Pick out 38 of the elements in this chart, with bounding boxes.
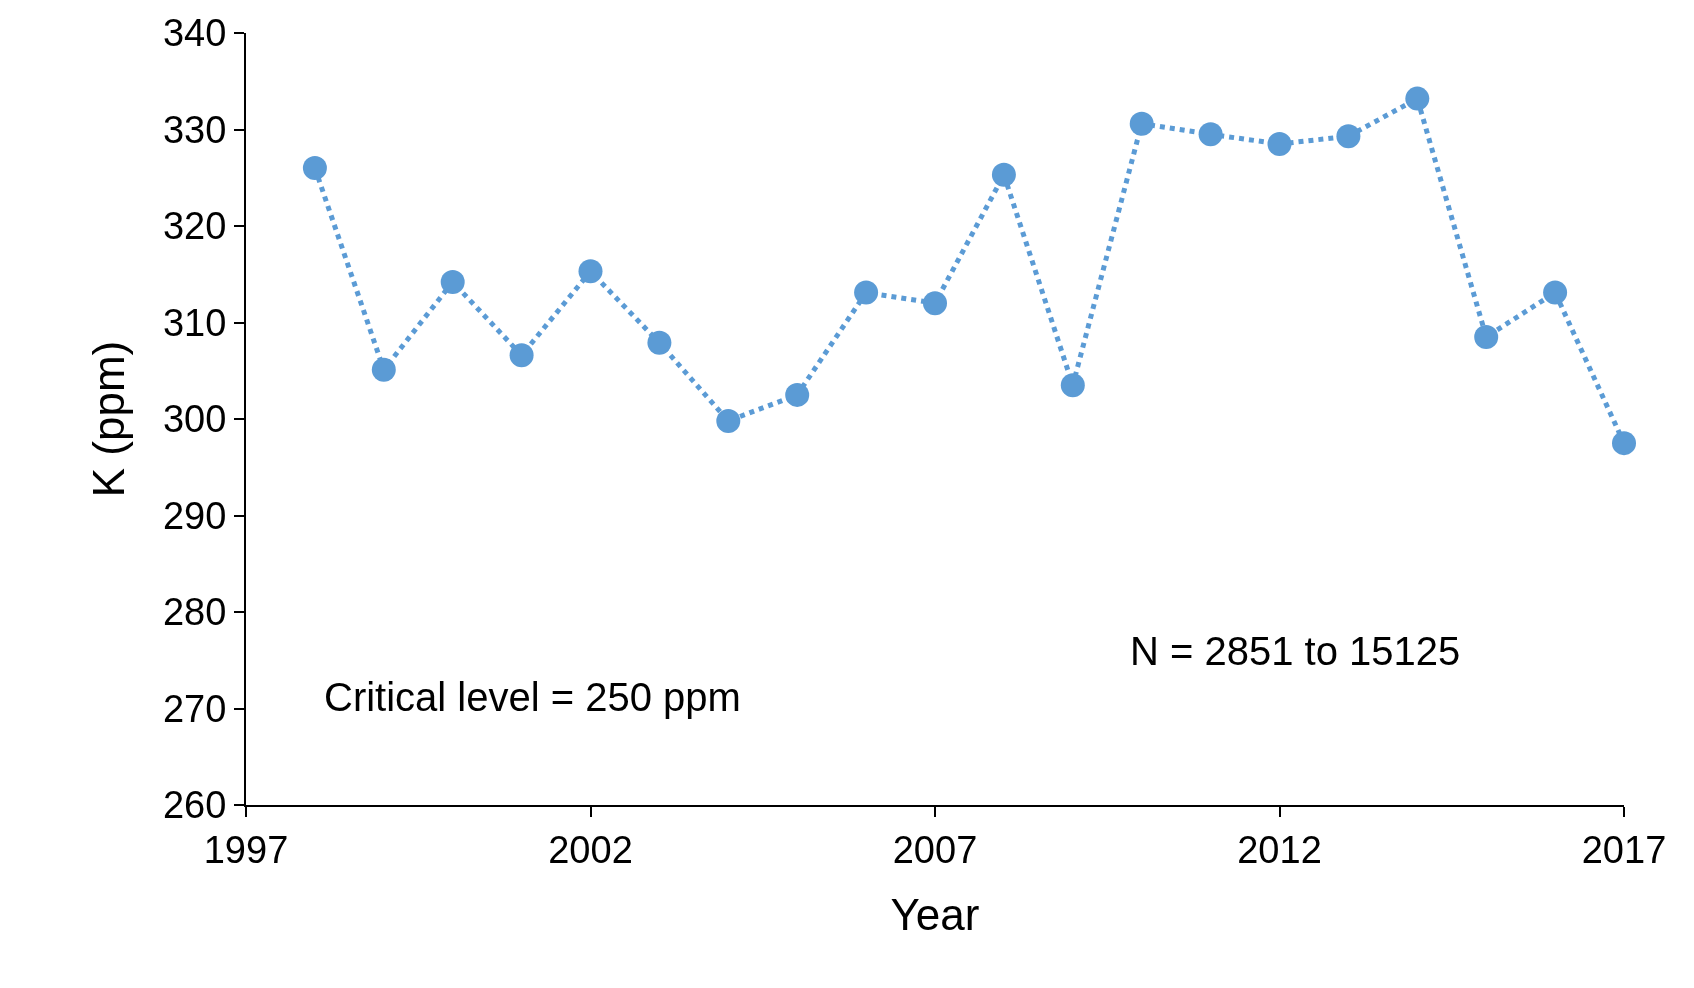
point (923, 291, 947, 316)
point (1405, 86, 1430, 111)
point (440, 269, 465, 294)
annotation: Critical level = 250 ppm (324, 675, 741, 719)
annotation: N = 2851 to 15125 (1130, 629, 1461, 673)
point (1474, 324, 1499, 349)
x-axis-title: Year (890, 890, 980, 940)
x-tick-label: 2007 (892, 828, 978, 871)
y-tick-label: 270 (162, 687, 227, 730)
y-tick-label: 330 (162, 108, 227, 151)
point (716, 408, 741, 433)
point (1267, 131, 1292, 156)
point (991, 162, 1016, 187)
y-tick-label: 340 (162, 12, 227, 55)
x-tick-label: 1997 (203, 828, 289, 871)
x-tick-label: 2012 (1237, 828, 1322, 871)
y-axis-title: K (ppm) (83, 340, 133, 498)
y-tick-label: 300 (162, 398, 227, 441)
point (578, 259, 603, 284)
x-tick-label: 2017 (1581, 828, 1667, 871)
point (1612, 431, 1636, 456)
point (1129, 111, 1154, 136)
y-tick-label: 310 (162, 301, 227, 344)
x-tick-label: 2002 (548, 828, 633, 871)
point (1336, 124, 1361, 149)
y-tick-label: 260 (162, 784, 227, 827)
y-tick-label: 290 (162, 494, 227, 537)
point (509, 343, 534, 368)
point (371, 357, 396, 382)
point (1198, 122, 1223, 147)
point (302, 156, 327, 181)
point (785, 382, 810, 407)
point (1060, 373, 1085, 398)
y-tick-label: 320 (162, 205, 227, 248)
point (647, 330, 672, 355)
point (854, 280, 879, 305)
y-tick-label: 280 (162, 591, 227, 634)
point (1543, 280, 1568, 305)
